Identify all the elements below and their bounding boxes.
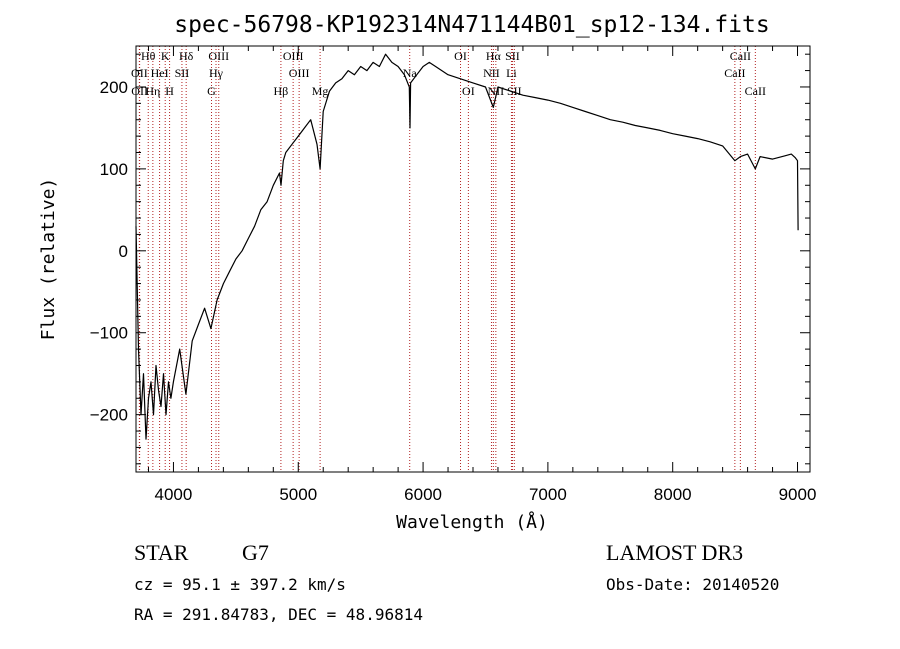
y-tick-label-0: 0: [119, 242, 128, 261]
line-label-1: H: [165, 84, 174, 98]
line-label-23: SII: [505, 49, 520, 63]
x-tick-label-5000: 5000: [279, 485, 317, 504]
object-subclass: G7: [242, 540, 269, 565]
chart-title: spec-56798-KP192314N471144B01_sp12-134.f…: [174, 12, 769, 38]
x-tick-label-8000: 8000: [654, 485, 692, 504]
x-tick-label-4000: 4000: [155, 485, 193, 504]
y-tick-label-200: 200: [100, 78, 128, 97]
object-class: STAR: [134, 540, 189, 565]
y-tick-label--100: −100: [90, 324, 128, 343]
x-axis-label: Wavelength (Å): [396, 511, 548, 533]
line-label-10: OIII: [208, 49, 229, 63]
line-label-16: Na: [403, 66, 418, 80]
line-label-8: SII: [175, 66, 190, 80]
line-label-17: OI: [454, 49, 467, 63]
coordinates: RA = 291.84783, DEC = 48.96814: [134, 605, 423, 624]
line-label-15: Mg: [312, 84, 329, 98]
spectrum-layer: [135, 53, 799, 440]
y-tick-label-100: 100: [100, 160, 128, 179]
line-label-18: OI: [462, 84, 475, 98]
line-label-6: OII: [131, 84, 148, 98]
spectrum-series-0: [135, 53, 799, 440]
obs-date: Obs-Date: 20140520: [606, 575, 779, 594]
x-tick-label-7000: 7000: [529, 485, 567, 504]
line-label-4: Hθ: [141, 49, 156, 63]
y-axis-label: Flux (relative): [38, 178, 59, 341]
line-label-0: K: [161, 49, 170, 63]
line-label-26: CaII: [730, 49, 751, 63]
x-tick-label-6000: 6000: [404, 485, 442, 504]
line-label-13: OIII: [283, 49, 304, 63]
line-label-2: Hδ: [179, 49, 194, 63]
line-label-12: Hβ: [274, 84, 289, 98]
line-label-25: CaII: [724, 66, 745, 80]
line-label-20: Hα: [486, 49, 502, 63]
survey-name: LAMOST DR3: [606, 540, 743, 565]
line-label-3: Hη: [145, 84, 160, 98]
y-axis-ticks: −200 −100 0 100 200: [90, 53, 810, 465]
x-tick-label-9000: 9000: [779, 485, 817, 504]
line-label-14: OIII: [289, 66, 310, 80]
line-label-5: OII: [131, 66, 148, 80]
spectral-line-markers: [138, 46, 756, 472]
y-tick-label--200: −200: [90, 406, 128, 425]
line-label-27: CaII: [745, 84, 766, 98]
line-label-22: Li: [506, 66, 517, 80]
line-label-9: G: [207, 84, 216, 98]
line-label-7: HeI: [151, 66, 169, 80]
line-label-19: NII: [483, 66, 500, 80]
plot-frame: [135, 45, 811, 473]
line-label-24: SII: [507, 84, 522, 98]
line-label-11: Hγ: [209, 66, 224, 80]
x-axis-ticks: 4000 5000 6000 7000 8000 9000: [147, 46, 817, 504]
redshift-cz: cz = 95.1 ± 397.2 km/s: [134, 575, 346, 594]
